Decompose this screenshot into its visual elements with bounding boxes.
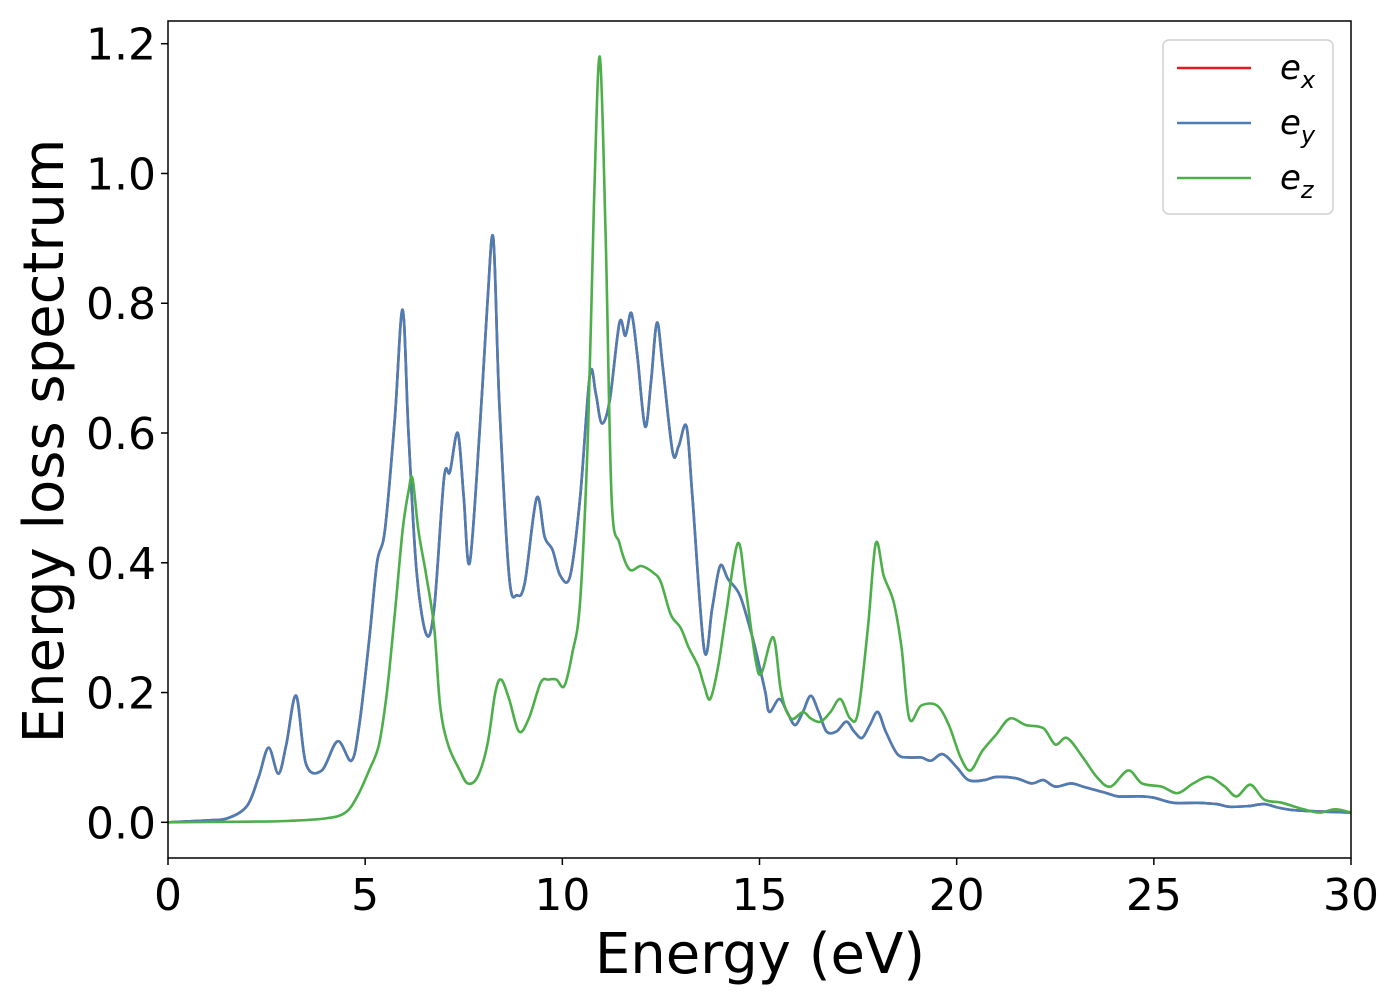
x-tick-label: 0 (154, 870, 182, 921)
y-tick-label: 0.4 (86, 539, 156, 590)
x-tick-label: 10 (534, 870, 590, 921)
series-line-z (168, 55, 1351, 824)
y-tick-label: 0.8 (86, 279, 156, 330)
series-line-x (168, 234, 1351, 824)
series-layer (168, 55, 1351, 824)
y-tick-label: 0.0 (86, 798, 156, 849)
x-axis-label: Energy (eV) (595, 922, 925, 987)
y-axis-label: Energy loss spectrum (12, 139, 77, 744)
x-tick-label: 5 (351, 870, 379, 921)
legend-box (1162, 39, 1334, 215)
x-tick-label: 20 (929, 870, 985, 921)
x-axis-ticks: 0 5 10 15 20 25 30 (154, 858, 1379, 921)
y-tick-label: 0.6 (86, 409, 156, 460)
y-tick-label: 0.2 (86, 669, 156, 720)
legend-label-z: ez (1280, 158, 1315, 204)
x-tick-label: 25 (1126, 870, 1182, 921)
series-line-y (168, 234, 1351, 824)
x-tick-label: 30 (1323, 870, 1379, 921)
x-tick-label: 15 (732, 870, 788, 921)
y-axis-ticks: 0.0 0.2 0.4 0.6 0.8 1.0 1.2 (86, 20, 168, 849)
y-tick-label: 1.2 (86, 20, 156, 71)
y-tick-label: 1.0 (86, 149, 156, 200)
